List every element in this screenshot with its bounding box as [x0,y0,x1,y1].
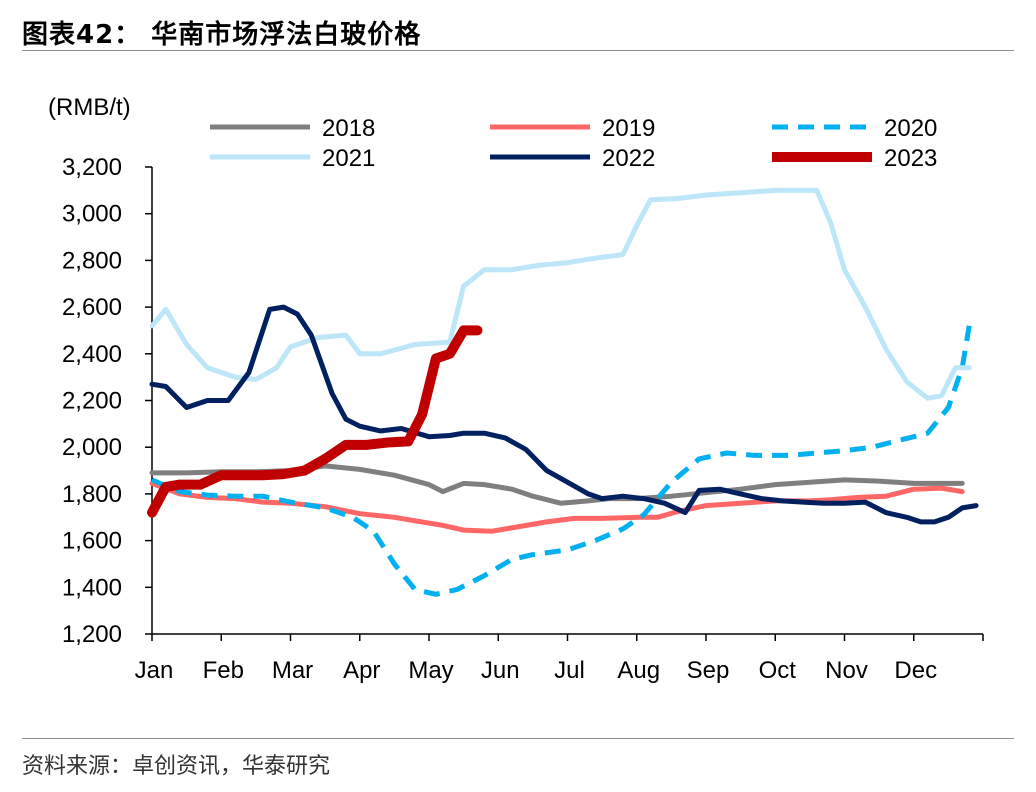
x-tick-label: Oct [759,657,797,684]
y-tick-label: 3,000 [62,201,122,228]
x-tick-label: Dec [894,657,937,684]
y-tick-label: 1,400 [62,574,122,601]
footer-rule [22,738,1014,739]
x-tick-label: Nov [825,657,868,684]
x-tick-label: May [408,657,453,684]
legend-label-2021: 2021 [322,145,375,172]
x-tick-label: Sep [687,657,730,684]
y-tick-label: 1,800 [62,481,122,508]
y-tick-label: 1,600 [62,528,122,555]
x-tick-label: Aug [617,657,660,684]
series-layer [147,187,979,597]
legend: 2018 2019 2020 2021 2022 2023 [210,115,937,172]
y-tick-label: 1,200 [62,621,122,648]
chart-title: 图表42： 华南市场浮法白玻价格 [22,20,422,50]
y-tick-label: 2,600 [62,294,122,321]
x-axis: Jan Feb Mar Apr May Jun Jul Aug Sep Oct Nov Dec [135,633,984,684]
legend-label-2022: 2022 [602,145,655,172]
legend-label-2018: 2018 [322,115,375,142]
x-tick-label: Jun [481,657,520,684]
series-line-2022 [149,304,979,525]
x-tick-label: Mar [272,657,313,684]
y-axis: 1,200 1,400 1,600 1,800 2,000 2,200 2,400 2,600… [62,154,153,648]
legend-label-2023: 2023 [884,145,937,172]
y-tick-label: 3,200 [62,154,122,181]
series-line-2021 [149,187,972,401]
x-tick-label: Feb [203,657,244,684]
y-tick-label: 2,200 [62,388,122,415]
source-note: 资料来源：卓创资讯，华泰研究 [22,754,331,779]
y-tick-label: 2,400 [62,341,122,368]
x-tick-label: Jan [135,657,174,684]
series-line-2019 [149,480,965,534]
x-tick-label: Jul [554,657,585,684]
header-rule [22,50,1014,51]
x-tick-label: Apr [343,657,380,684]
legend-label-2019: 2019 [602,115,655,142]
y-tick-label: 2,000 [62,434,122,461]
legend-label-2020: 2020 [884,115,937,142]
y-tick-label: 2,800 [62,247,122,274]
series-line-2023 [147,325,483,518]
unit-label: (RMB/t) [48,94,131,121]
series-line-2020 [151,325,972,597]
